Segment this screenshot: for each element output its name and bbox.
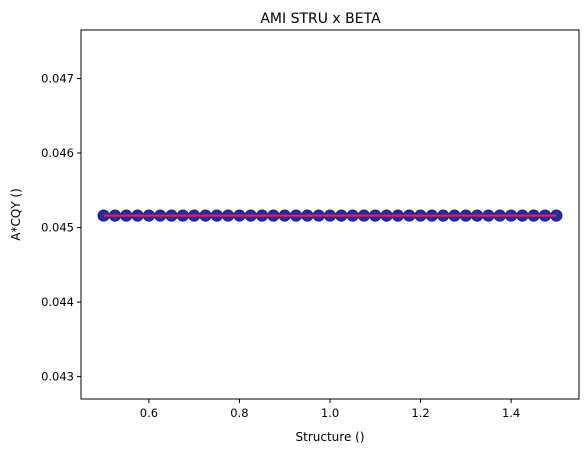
x-tick-label: 0.8: [230, 406, 248, 420]
plot-area: [80, 29, 580, 400]
y-tick-label: 0.047: [41, 71, 74, 85]
x-tick-label: 1.0: [321, 406, 339, 420]
y-axis-label: A*CQY (): [9, 188, 23, 241]
x-axis-label: Structure (): [296, 430, 365, 444]
x-tick-label: 0.6: [140, 406, 158, 420]
y-axis: 0.043 0.044 0.045 0.046 0.047: [41, 71, 81, 384]
chart-title: AMI STRU x BETA: [260, 11, 381, 27]
x-axis: 0.6 0.8 1.0 1.2 1.4: [140, 399, 520, 420]
y-tick-label: 0.045: [41, 221, 74, 235]
y-tick-label: 0.044: [41, 295, 74, 309]
x-tick-label: 1.4: [502, 406, 520, 420]
x-tick-label: 1.2: [411, 406, 429, 420]
y-tick-label: 0.046: [41, 146, 74, 160]
y-tick-label: 0.043: [41, 370, 74, 384]
